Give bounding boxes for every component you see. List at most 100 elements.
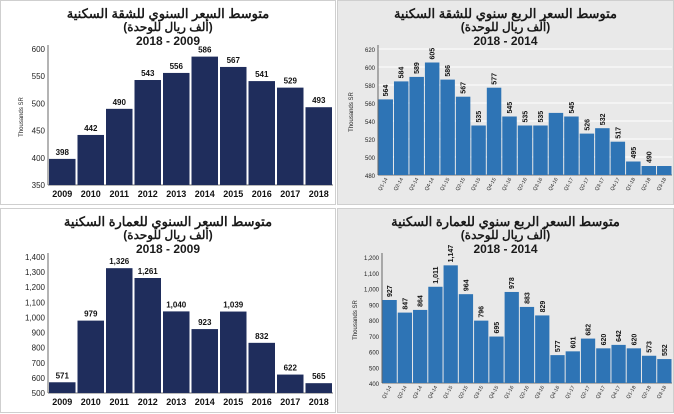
x-tick-label: Q3-18 [656, 177, 668, 192]
x-tick-label: 2010 [81, 189, 101, 199]
y-tick-label: 600 [365, 66, 376, 72]
bar [277, 87, 304, 185]
y-tick-label: 1,100 [25, 298, 46, 307]
chart-apartment-annual: متوسط السعر السنوي للشقة السكنية (ألف ري… [0, 0, 336, 205]
data-label: 545 [569, 102, 576, 114]
y-tick-label: 520 [365, 138, 376, 144]
y-tick-label: 580 [365, 84, 376, 90]
x-tick-label: Q2-17 [578, 177, 590, 192]
bar [533, 125, 548, 175]
y-tick-label: 900 [32, 329, 46, 338]
x-tick-label: 2016 [252, 397, 272, 407]
chart-title: متوسط السعر السنوي للعمارة السكنية [63, 214, 273, 229]
chart-apartment-quarterly: متوسط السعر الربع سنوي للشقة السكنية (أل… [337, 0, 674, 205]
bar [77, 320, 104, 393]
data-label: 564 [383, 85, 390, 97]
y-tick-label: 900 [369, 303, 380, 309]
chart-subtitle: (ألف ريال للوحدة) [460, 228, 551, 242]
data-label: 490 [113, 98, 127, 107]
data-label: 964 [463, 279, 470, 291]
x-tick-label: Q1-18 [625, 177, 637, 192]
data-label: 535 [476, 111, 483, 123]
x-tick-label: 2010 [81, 397, 101, 407]
x-tick-label: 2012 [138, 397, 158, 407]
x-tick-label: Q1-14 [377, 177, 389, 192]
x-tick-label: Q1-17 [563, 177, 575, 192]
data-label: 586 [445, 65, 452, 77]
x-tick-label: 2009 [52, 189, 72, 199]
x-tick-label: Q2-18 [640, 177, 652, 192]
bar [458, 294, 474, 383]
bar [248, 81, 275, 185]
x-tick-label: Q1-15 [442, 385, 454, 400]
data-label: 490 [646, 151, 653, 163]
x-tick-label: Q4-17 [609, 177, 621, 192]
data-label: 567 [461, 82, 468, 94]
x-tick-label: Q1-14 [381, 385, 393, 400]
bar [564, 116, 579, 175]
data-label: 577 [555, 340, 562, 352]
x-tick-label: Q3-15 [470, 177, 482, 192]
y-tick-label: 600 [369, 351, 380, 357]
x-tick-label: Q4-17 [610, 385, 622, 400]
bar [626, 161, 641, 175]
x-tick-label: Q4-16 [549, 385, 561, 400]
x-tick-label: 2015 [223, 397, 243, 407]
data-label: 517 [615, 127, 622, 139]
bar [474, 320, 489, 383]
y-tick-label: 500 [32, 389, 46, 398]
bar [657, 359, 672, 383]
y-tick-label: 560 [365, 102, 376, 108]
bar [626, 348, 641, 383]
data-label: 695 [494, 322, 501, 334]
data-label: 535 [538, 111, 545, 123]
data-label: 1,326 [109, 257, 130, 266]
bar [641, 166, 657, 175]
y-tick-label: 540 [365, 120, 376, 126]
bar [579, 133, 595, 175]
bar [413, 309, 428, 383]
x-tick-label: 2014 [195, 397, 215, 407]
x-tick-label: Q3-17 [595, 385, 607, 400]
bar [535, 315, 550, 383]
data-label: 493 [312, 96, 326, 105]
data-label: 927 [387, 285, 394, 297]
x-tick-label: 2009 [52, 397, 72, 407]
chart-svg: 480 500 520 540 560 580 600 620 Thousands SR 564 Q… [349, 45, 672, 192]
data-label: 1,147 [448, 245, 455, 263]
y-tick-label: 1,000 [364, 288, 380, 294]
chart-building-quarterly: متوسط السعر الربع سنوي للعمارة السكنية (… [337, 208, 674, 413]
y-tick-label: 500 [369, 366, 380, 372]
x-tick-label: Q1-17 [564, 385, 576, 400]
data-label: 620 [631, 334, 638, 346]
bar [49, 158, 76, 185]
data-label: 567 [227, 56, 241, 65]
bar [428, 286, 443, 383]
data-label: 923 [198, 318, 212, 327]
x-tick-label: 2013 [166, 397, 186, 407]
data-label: 883 [525, 292, 532, 304]
bar [163, 311, 190, 393]
data-label: 543 [141, 69, 155, 78]
y-tick-label: 700 [369, 335, 380, 341]
x-tick-label: Q3-16 [532, 177, 544, 192]
bar [134, 80, 161, 185]
bar [220, 66, 247, 185]
y-axis-title: Thousands SR [353, 299, 359, 339]
bar [455, 96, 471, 175]
data-label: 682 [586, 324, 593, 336]
bar [548, 112, 564, 175]
x-tick-label: Q4-16 [548, 177, 560, 192]
chart-subtitle: (ألف ريال للوحدة) [123, 228, 213, 242]
x-tick-label: 2017 [280, 189, 300, 199]
chart-period: 2018 - 2009 [135, 34, 201, 48]
bar [517, 125, 533, 175]
chart-title: متوسط السعر الربع سنوي للعمارة السكنية [391, 214, 620, 229]
x-tick-label: Q3-14 [412, 385, 424, 400]
data-label: 442 [84, 124, 98, 133]
y-tick-label: 620 [365, 48, 376, 54]
y-axis-title: Thousands SR [19, 96, 25, 136]
x-tick-label: Q1-15 [439, 177, 451, 192]
data-label: 978 [509, 277, 516, 289]
y-tick-label: 350 [32, 181, 46, 190]
